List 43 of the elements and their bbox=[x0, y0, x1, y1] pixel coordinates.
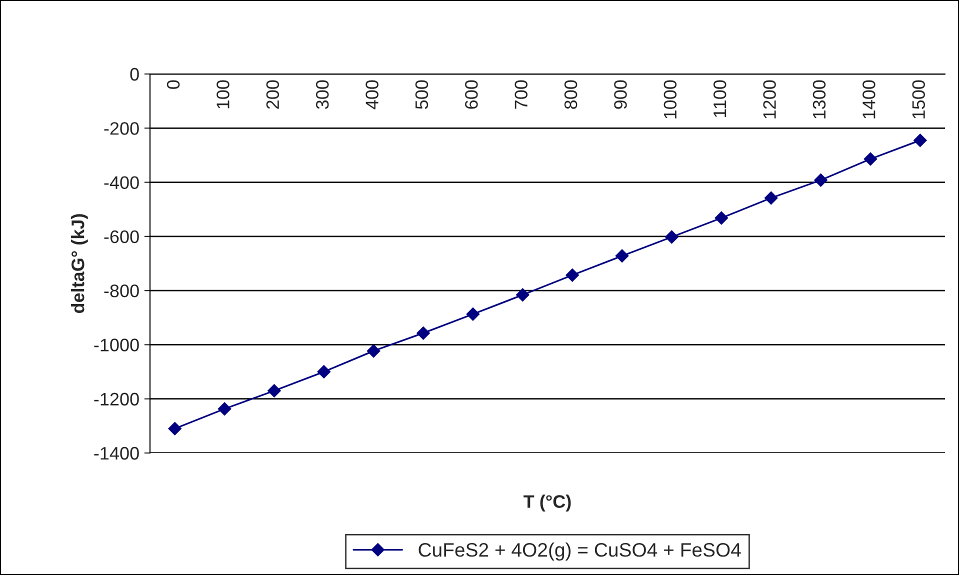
y-tick-label: -400 bbox=[104, 176, 139, 190]
x-tick-label: 700 bbox=[514, 80, 528, 109]
y-tick-label: -1000 bbox=[94, 338, 139, 352]
point bbox=[168, 422, 182, 436]
x-tick-label: 1000 bbox=[664, 80, 677, 118]
y-tick-label: -800 bbox=[104, 284, 139, 298]
point bbox=[864, 152, 878, 166]
point bbox=[714, 211, 728, 225]
x-tick-label: 400 bbox=[366, 80, 378, 110]
legend-label: CuFeS2 + 4O2(g) = CuSO4 + FeSO4 bbox=[418, 542, 741, 561]
point bbox=[914, 134, 927, 147]
x-tick-label: 1500 bbox=[912, 80, 926, 118]
point bbox=[814, 174, 828, 187]
point bbox=[367, 344, 380, 358]
y-axis-title: deltaG° (kJ) bbox=[71, 214, 88, 314]
y-tick-label: -200 bbox=[104, 122, 139, 135]
point bbox=[317, 365, 330, 378]
point bbox=[665, 230, 678, 244]
x-tick-label: 900 bbox=[614, 80, 627, 109]
point bbox=[615, 249, 629, 263]
point bbox=[566, 268, 579, 282]
x-tick-label: 500 bbox=[415, 80, 428, 109]
x-tick-label: 1300 bbox=[812, 80, 826, 118]
x-tick-label: 1200 bbox=[763, 80, 776, 118]
y-tick-label: -1200 bbox=[94, 392, 139, 406]
y-tick-label: 0 bbox=[130, 68, 139, 81]
point bbox=[416, 326, 430, 340]
x-tick-label: 1100 bbox=[713, 80, 726, 118]
x-tick-label: 100 bbox=[216, 80, 230, 108]
point bbox=[218, 402, 232, 416]
x-tick-label: 200 bbox=[266, 80, 280, 109]
x-tick-label: 0 bbox=[166, 80, 180, 89]
point bbox=[466, 308, 480, 321]
x-axis-title: T (°C) bbox=[524, 494, 571, 512]
x-tick-label: 600 bbox=[465, 80, 478, 109]
x-tick-label: 300 bbox=[316, 80, 329, 109]
x-tick-label: 1400 bbox=[862, 80, 876, 118]
x-tick-label: 800 bbox=[564, 80, 578, 109]
y-tick-label: -600 bbox=[104, 230, 139, 244]
y-tick-label: -1400 bbox=[94, 446, 139, 460]
point bbox=[516, 288, 530, 302]
point bbox=[268, 384, 281, 398]
point bbox=[764, 191, 778, 205]
